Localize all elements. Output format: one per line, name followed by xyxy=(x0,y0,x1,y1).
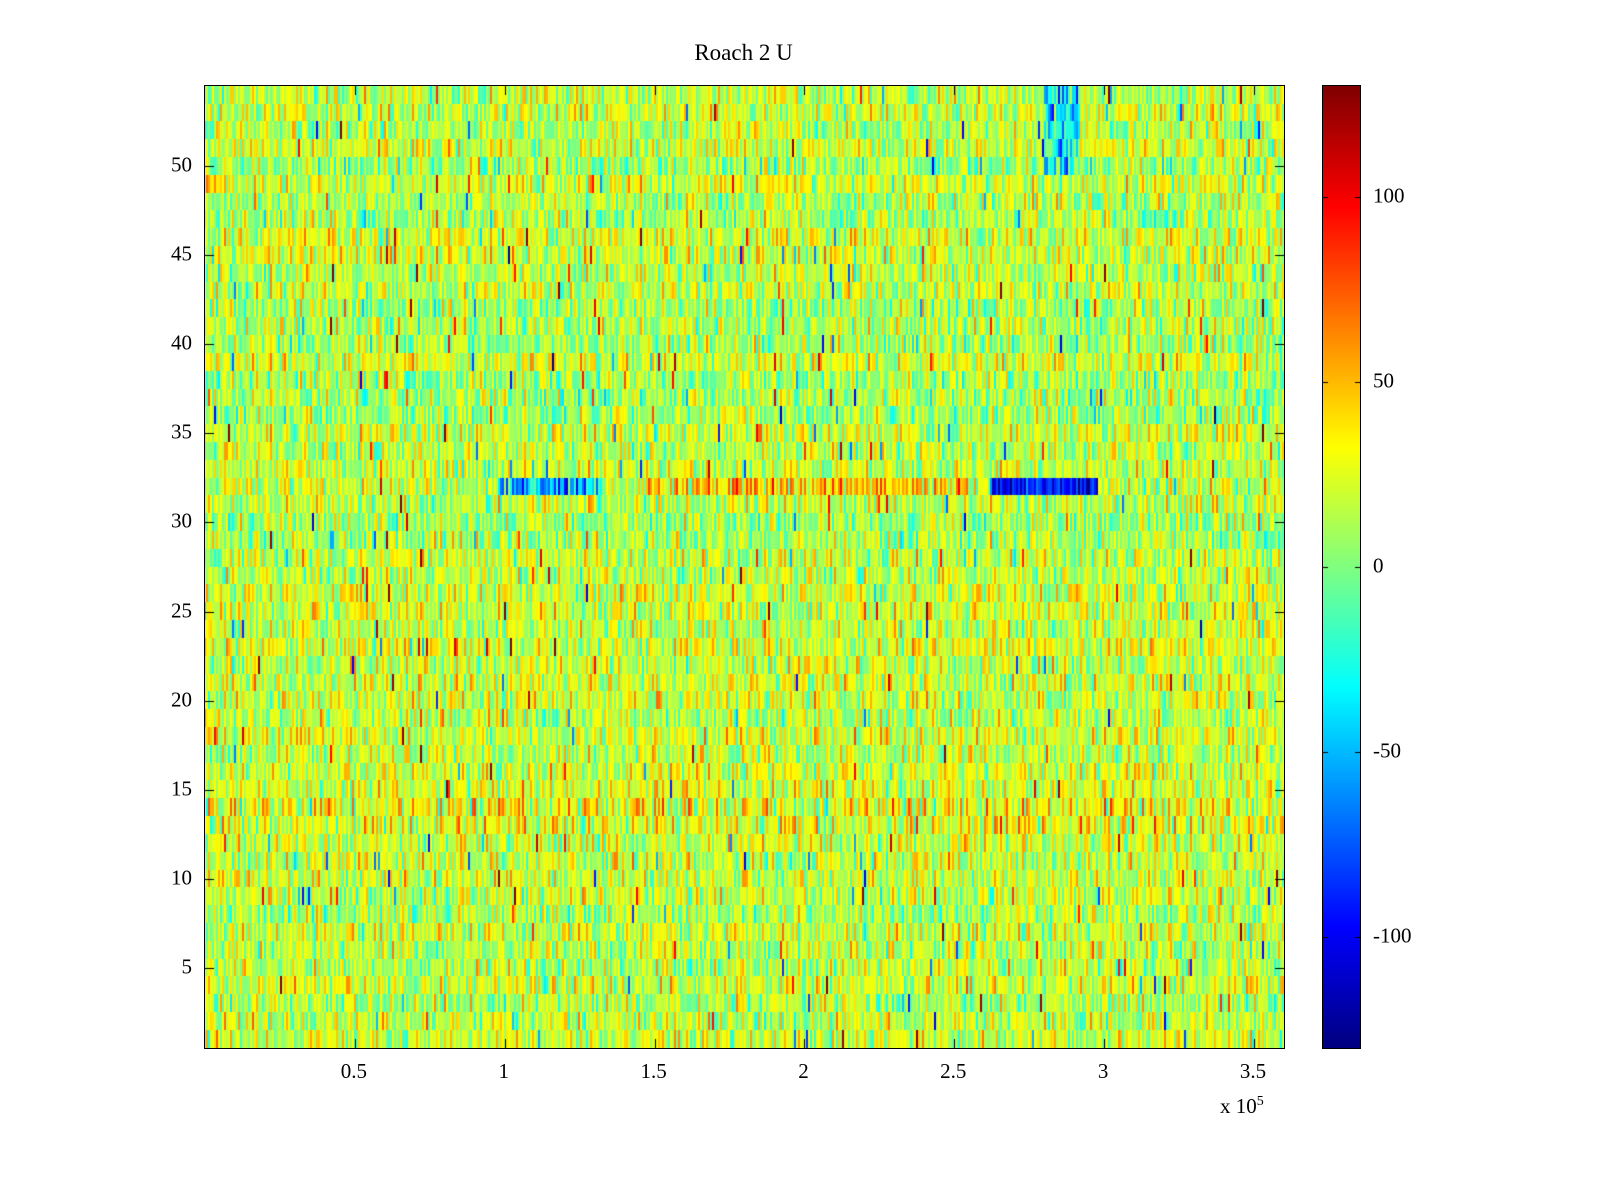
x-axis-tick-label: 2.5 xyxy=(940,1059,967,1083)
y-axis-tick-label: 25 xyxy=(171,598,192,623)
x-axis-exponent-prefix: x 10 xyxy=(1220,1094,1257,1118)
y-axis-tick-label: 30 xyxy=(171,508,192,533)
heatmap-plot xyxy=(204,85,1285,1049)
chart-title: Roach 2 U xyxy=(694,40,793,65)
colorbar-canvas xyxy=(1323,86,1360,1048)
y-axis-tick-label: 20 xyxy=(171,687,192,712)
heatmap-canvas xyxy=(205,86,1284,1048)
y-axis-tick-label: 40 xyxy=(171,330,192,355)
x-axis-exponent-value: 5 xyxy=(1256,1094,1264,1109)
y-axis-tick-label: 10 xyxy=(171,865,192,890)
colorbar-tick-label: 50 xyxy=(1373,368,1394,393)
y-axis-tick-label: 15 xyxy=(171,776,192,801)
colorbar-tick-label: 0 xyxy=(1373,553,1384,578)
y-axis-tick-label: 45 xyxy=(171,241,192,266)
colorbar xyxy=(1322,85,1361,1049)
colorbar-tick-label: -100 xyxy=(1373,923,1412,948)
y-axis-tick-label: 35 xyxy=(171,419,192,444)
colorbar-tick-label: 100 xyxy=(1373,183,1405,208)
colorbar-tick-label: -50 xyxy=(1373,738,1401,763)
y-axis-tick-label: 50 xyxy=(171,152,192,177)
y-axis-tick-label: 5 xyxy=(181,954,193,979)
x-axis-tick-label: 1 xyxy=(498,1059,509,1083)
x-axis-exponent-label: x 105 xyxy=(1220,1094,1264,1119)
x-axis-tick-label: 2 xyxy=(798,1059,809,1083)
x-axis-tick-label: 3.5 xyxy=(1239,1059,1267,1083)
x-axis-tick-label: 1.5 xyxy=(640,1059,667,1083)
x-axis-tick-label: 3 xyxy=(1097,1059,1109,1083)
x-axis-tick-label: 0.5 xyxy=(340,1059,367,1083)
